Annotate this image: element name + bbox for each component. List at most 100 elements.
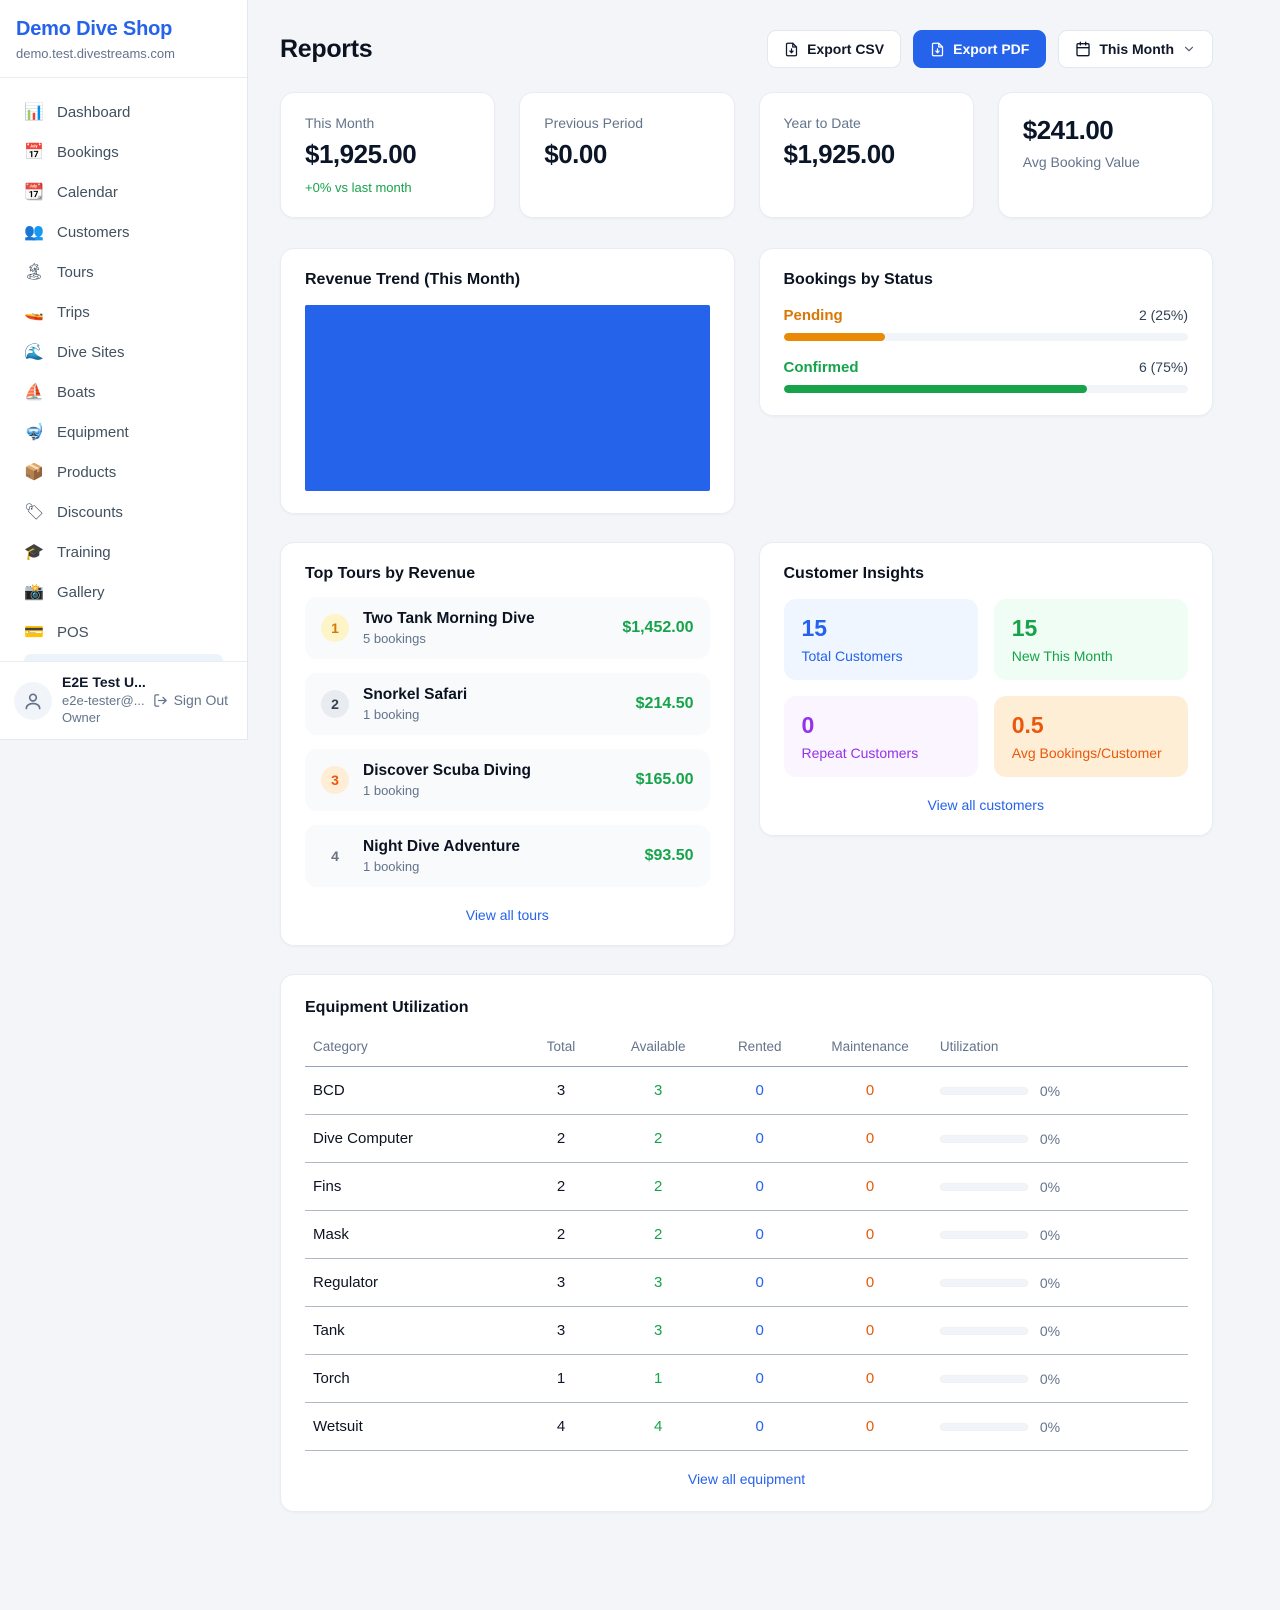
table-row: Mask 2 2 0 0 0% <box>305 1210 1188 1259</box>
cell-available: 3 <box>605 1066 712 1115</box>
sidebar-item[interactable]: 🎓 Training <box>12 532 235 572</box>
stat-label: Previous Period <box>544 115 644 131</box>
sidebar-header: Demo Dive Shop demo.test.divestreams.com <box>0 0 247 78</box>
utilization-percent: 0% <box>1039 1178 1061 1195</box>
tour-row[interactable]: 1 Two Tank Morning Dive 5 bookings $1,45… <box>305 597 710 659</box>
table-row: Tank 3 3 0 0 0% <box>305 1306 1188 1355</box>
tour-info: Discover Scuba Diving 1 booking <box>363 762 622 798</box>
utilization-cell: 0% <box>939 1371 1180 1387</box>
sidebar-item-icon: 📆 <box>24 184 44 201</box>
rank-badge: 3 <box>321 766 349 794</box>
stat-card-previous-period: Previous Period $0.00 <box>519 92 735 218</box>
sidebar-item[interactable]: 📦 Products <box>12 452 235 492</box>
period-select[interactable]: This Month <box>1058 30 1213 68</box>
stats-row: This Month $1,925.00 +0% vs last month P… <box>280 92 1213 218</box>
utilization-percent: 0% <box>1039 1226 1061 1243</box>
cell-rented: 0 <box>711 1306 809 1355</box>
utilization-bar-track <box>939 1230 1028 1239</box>
cell-rented: 0 <box>711 1402 809 1451</box>
cell-category: Tank <box>305 1306 517 1355</box>
table-row: BCD 3 3 0 0 0% <box>305 1066 1188 1115</box>
sidebar-item-label: Calendar <box>57 183 118 201</box>
sidebar-item-icon: 📊 <box>24 104 44 121</box>
sidebar-item[interactable]: 🤿 Equipment <box>12 412 235 452</box>
insight-value: 0.5 <box>1011 712 1044 738</box>
sidebar-item-icon: 📦 <box>24 464 44 481</box>
sidebar-item[interactable]: 🏷 Discounts <box>12 492 235 532</box>
rank-badge: 2 <box>321 690 349 718</box>
cell-maintenance: 0 <box>808 1402 932 1451</box>
tour-info: Night Dive Adventure 1 booking <box>363 838 631 874</box>
sidebar-item[interactable]: 📸 Gallery <box>12 572 235 612</box>
view-all-equipment-link[interactable]: View all equipment <box>305 1471 1188 1487</box>
tour-bookings: 1 booking <box>363 707 420 722</box>
export-csv-button[interactable]: Export CSV <box>767 30 902 68</box>
tour-row[interactable]: 2 Snorkel Safari 1 booking $214.50 <box>305 673 710 735</box>
sidebar-item[interactable]: 📅 Bookings <box>12 132 235 172</box>
sidebar-item-label: Boats <box>57 383 96 401</box>
tour-row[interactable]: 3 Discover Scuba Diving 1 booking $165.0… <box>305 749 710 811</box>
sidebar-item[interactable]: 💳 POS <box>12 612 235 652</box>
revenue-trend-chart <box>305 305 710 491</box>
col-rented: Rented <box>711 1027 809 1067</box>
col-maintenance: Maintenance <box>808 1027 932 1067</box>
cell-total: 1 <box>516 1354 606 1403</box>
equipment-utilization-card: Equipment Utilization Category Total Ava… <box>280 974 1213 1512</box>
cell-category: BCD <box>305 1066 517 1115</box>
tour-bookings: 5 bookings <box>363 631 426 646</box>
export-csv-label: Export CSV <box>807 41 885 57</box>
sidebar-item[interactable]: 🏝 Tours <box>12 252 235 292</box>
sidebar-item[interactable]: 👥 Customers <box>12 212 235 252</box>
cell-rented: 0 <box>711 1258 809 1307</box>
stat-label: This Month <box>305 115 375 131</box>
table-row: Dive Computer 2 2 0 0 0% <box>305 1114 1188 1163</box>
cell-category: Mask <box>305 1210 517 1259</box>
sidebar-nav: 📊 Dashboard 📅 Bookings 📆 Calendar 👥 Cust… <box>0 78 247 661</box>
status-label: Pending <box>783 307 843 324</box>
view-all-tours-link[interactable]: View all tours <box>305 907 710 923</box>
sidebar-item[interactable]: ⛵ Boats <box>12 372 235 412</box>
tour-amount: $165.00 <box>635 771 694 788</box>
sidebar-item-icon: 📅 <box>24 144 44 161</box>
bookings-by-status-title: Bookings by Status <box>783 271 933 288</box>
insight-value: 0 <box>801 712 815 738</box>
utilization-percent: 0% <box>1039 1130 1061 1147</box>
utilization-cell: 0% <box>939 1418 1180 1435</box>
stat-value: $241.00 <box>1022 115 1114 145</box>
sidebar-item-label: Discounts <box>57 503 123 521</box>
sidebar-item[interactable]: 📆 Calendar <box>12 172 235 212</box>
shop-domain: demo.test.divestreams.com <box>16 46 175 61</box>
table-row: Torch 1 1 0 0 0% <box>305 1354 1188 1403</box>
view-all-customers-link[interactable]: View all customers <box>784 797 1189 813</box>
stat-label: Year to Date <box>783 115 861 131</box>
tour-info: Two Tank Morning Dive 5 bookings <box>363 610 608 646</box>
cell-maintenance: 0 <box>808 1354 932 1403</box>
utilization-cell: 0% <box>939 1323 1180 1339</box>
bookings-by-status-card: Bookings by Status Pending 2 (25%) Confi… <box>758 248 1213 416</box>
sidebar-item[interactable]: 📊 Dashboard <box>12 92 235 132</box>
insight-grid: 15 Total Customers 15 New This Month 0 R… <box>783 599 1188 777</box>
utilization-bar-track <box>939 1134 1028 1143</box>
tour-name: Discover Scuba Diving <box>363 762 531 779</box>
sidebar-item-label: Customers <box>57 223 130 241</box>
status-bar-track <box>783 385 1188 393</box>
sidebar-item-label: Products <box>57 463 117 481</box>
sidebar-item[interactable]: 🌊 Dive Sites <box>12 332 235 372</box>
shop-name: Demo Dive Shop <box>16 18 173 40</box>
sidebar-item-reports-partial[interactable] <box>24 654 223 661</box>
file-download-icon <box>931 42 944 56</box>
tour-row[interactable]: 4 Night Dive Adventure 1 booking $93.50 <box>305 825 710 887</box>
user-email: e2e-tester@... <box>62 692 145 708</box>
sidebar-item-label: Trips <box>57 303 90 321</box>
sidebar-item[interactable]: 🚤 Trips <box>12 292 235 332</box>
revenue-trend-title: Revenue Trend (This Month) <box>305 271 521 288</box>
export-pdf-button[interactable]: Export PDF <box>913 30 1047 68</box>
export-pdf-label: Export PDF <box>953 41 1030 57</box>
sign-out-button[interactable]: Sign Out <box>153 692 228 708</box>
sidebar-item-label: Bookings <box>57 143 119 161</box>
sidebar-user-footer: E2E Test U... e2e-tester@... Sign Out Ow… <box>0 661 247 739</box>
utilization-bar-track <box>939 1086 1028 1095</box>
main-content: Reports Export CSV Export PDF <box>248 0 1280 1552</box>
utilization-cell: 0% <box>939 1178 1180 1195</box>
utilization-percent: 0% <box>1039 1418 1061 1435</box>
